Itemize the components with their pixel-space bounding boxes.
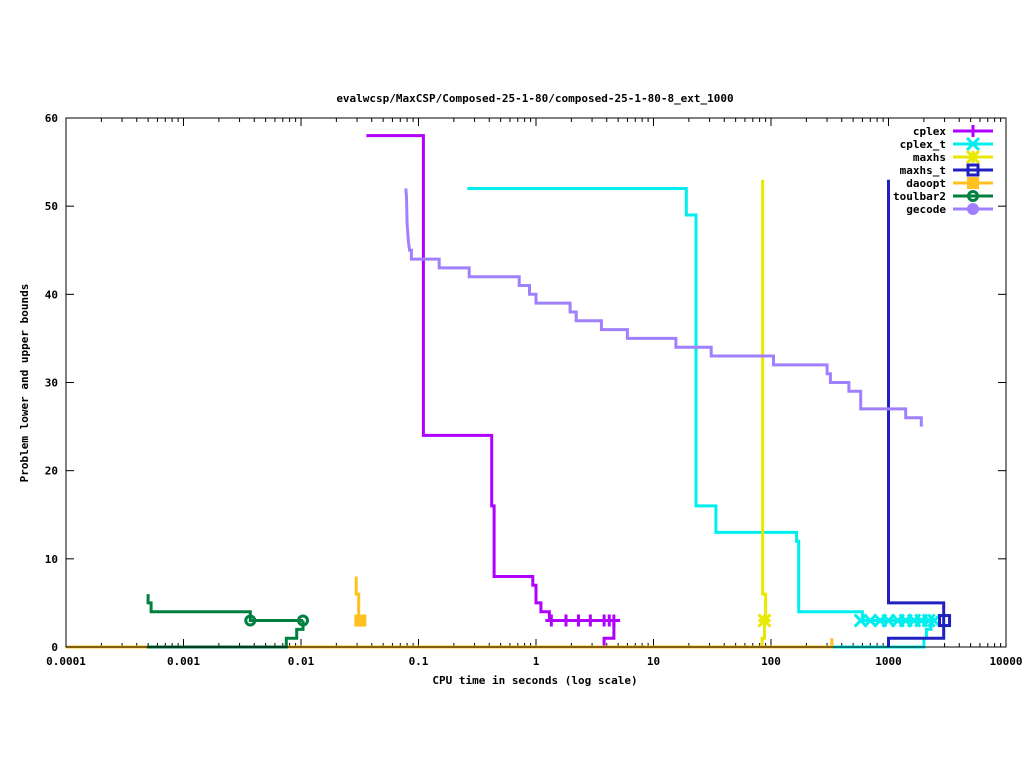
legend-marker-cplex xyxy=(967,125,979,137)
legend-marker-toulbar2 xyxy=(967,190,979,202)
x-tick-label: 100 xyxy=(761,655,781,668)
cplex-marker xyxy=(559,614,572,627)
x-tick-label: 10000 xyxy=(989,655,1022,668)
series-maxhs xyxy=(757,179,772,647)
legend-label-maxhs: maxhs xyxy=(913,151,946,164)
x-axis-label: CPU time in seconds (log scale) xyxy=(432,674,637,687)
maxhs-line xyxy=(760,620,766,647)
legend-marker-cplex_t xyxy=(965,136,981,152)
series-gecode xyxy=(404,188,923,427)
daoopt-line xyxy=(354,576,362,622)
x-tick-label: 10 xyxy=(647,655,660,668)
daoopt-marker xyxy=(354,614,367,627)
x-tick-label: 1000 xyxy=(875,655,902,668)
legend-label-gecode: gecode xyxy=(906,203,946,216)
toulbar2-marker xyxy=(297,614,310,627)
legend-label-daoopt: daoopt xyxy=(906,177,946,190)
series-toulbar2 xyxy=(146,594,310,649)
x-tick-label: 0.0001 xyxy=(46,655,86,668)
legend-marker-daoopt xyxy=(967,177,979,189)
toulbar2-line xyxy=(146,594,303,622)
y-tick-label: 0 xyxy=(51,641,58,654)
maxhs_t-line xyxy=(887,179,946,647)
legend-label-maxhs_t: maxhs_t xyxy=(900,164,946,177)
plot-border xyxy=(65,117,1007,648)
legend-marker-maxhs_t xyxy=(966,163,980,177)
x-tick-label: 0.01 xyxy=(288,655,315,668)
maxhs_t-marker xyxy=(938,614,952,628)
cplex-marker xyxy=(584,614,597,627)
legend-marker-gecode xyxy=(967,203,979,215)
x-tick-label: 0.001 xyxy=(167,655,200,668)
maxhs-line xyxy=(761,179,768,621)
y-tick-label: 30 xyxy=(45,377,58,390)
maxhs-marker xyxy=(757,613,772,628)
y-tick-label: 40 xyxy=(45,288,58,301)
legend-marker-maxhs xyxy=(965,149,981,165)
legend-label-cplex_t: cplex_t xyxy=(900,138,946,151)
chart-title: evalwcsp/MaxCSP/Composed-25-1-80/compose… xyxy=(336,92,733,105)
y-axis-label: Problem lower and upper bounds xyxy=(18,284,31,483)
y-tick-label: 10 xyxy=(45,553,58,566)
cplex_t-marker xyxy=(921,613,936,628)
legend: cplexcplex_tmaxhsmaxhs_tdaoopttoulbar2ge… xyxy=(893,125,993,216)
cplex_t-line xyxy=(467,187,936,622)
cplex-marker xyxy=(607,614,620,627)
y-tick-label: 20 xyxy=(45,465,58,478)
series-cplex xyxy=(66,134,621,649)
cplex-marker xyxy=(572,614,585,627)
series-cplex_t xyxy=(467,187,942,649)
legend-label-toulbar2: toulbar2 xyxy=(893,190,946,203)
series-maxhs_t xyxy=(887,179,952,647)
cplex-marker xyxy=(545,614,558,627)
cplex-line xyxy=(366,134,621,622)
toulbar2-line xyxy=(147,620,305,649)
x-tick-label: 1 xyxy=(533,655,540,668)
x-tick-label: 0.1 xyxy=(409,655,429,668)
y-tick-label: 60 xyxy=(45,112,58,125)
gecode-line xyxy=(404,188,923,427)
cplex-line xyxy=(66,619,621,649)
toulbar2-marker xyxy=(244,614,257,627)
legend-label-cplex: cplex xyxy=(913,125,946,138)
y-tick-label: 50 xyxy=(45,200,58,213)
